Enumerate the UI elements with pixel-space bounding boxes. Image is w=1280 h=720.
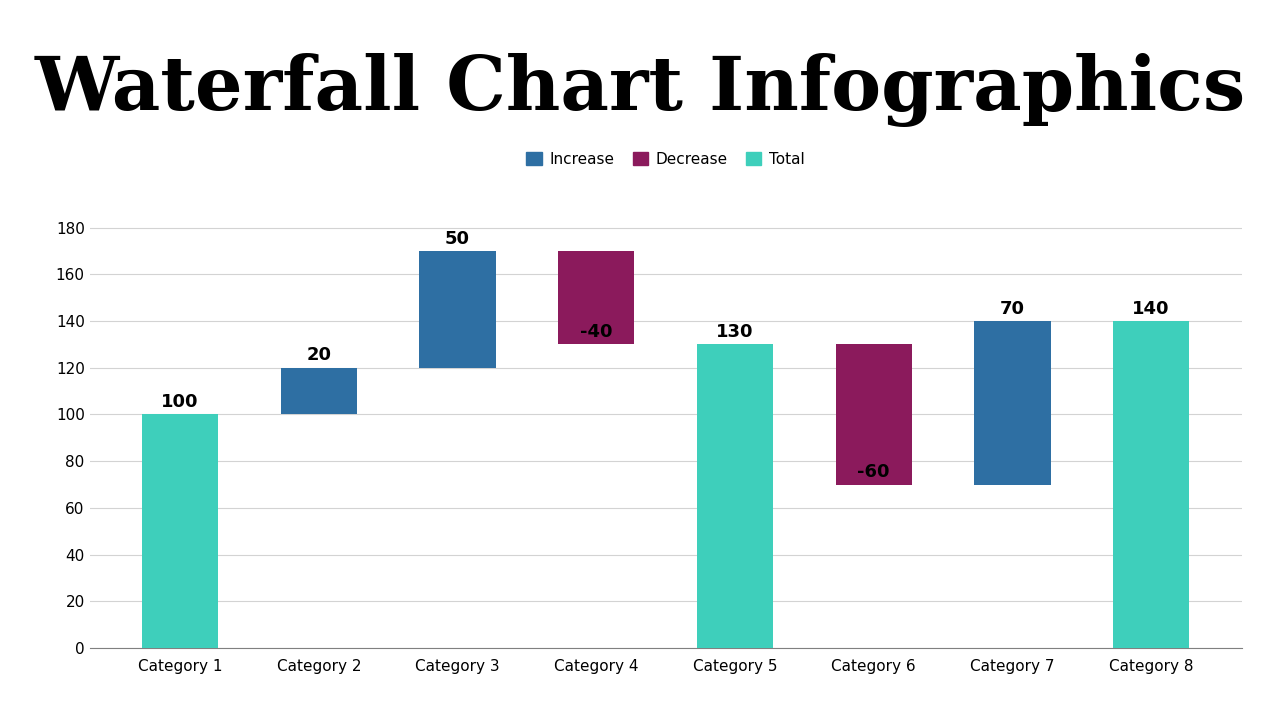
Bar [280,368,357,415]
Bar [974,321,1051,485]
Legend: Increase, Decrease, Total: Increase, Decrease, Total [521,146,810,173]
Text: 50: 50 [445,230,470,248]
Text: 100: 100 [161,393,198,411]
Text: 140: 140 [1133,300,1170,318]
Bar [558,251,635,344]
Bar [1112,321,1189,648]
Bar [696,344,773,648]
Text: -40: -40 [580,323,613,341]
Bar [142,415,219,648]
Text: Waterfall Chart Infographics: Waterfall Chart Infographics [35,53,1245,127]
Bar [836,344,911,485]
Text: 20: 20 [306,346,332,364]
Bar [420,251,495,368]
Text: -60: -60 [858,463,890,481]
Text: 70: 70 [1000,300,1025,318]
Text: 130: 130 [717,323,754,341]
